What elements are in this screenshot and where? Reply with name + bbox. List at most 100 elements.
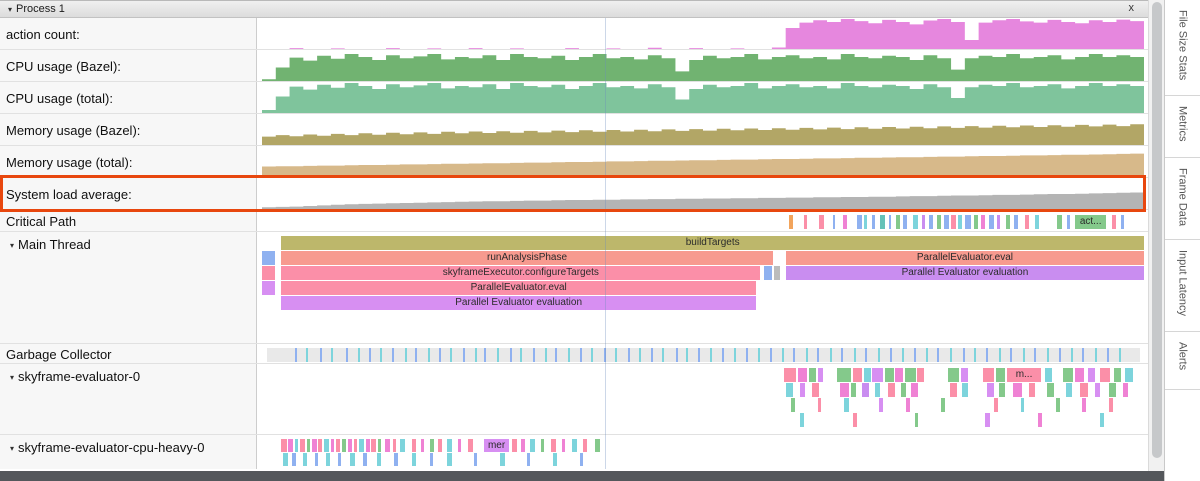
tab-alerts[interactable]: Alerts (1165, 332, 1200, 390)
slice[interactable] (1108, 383, 1116, 397)
slice[interactable] (784, 368, 797, 382)
labeled-slice[interactable]: Parallel Evaluator evaluation (281, 296, 756, 310)
slice[interactable] (429, 453, 434, 466)
counter-chart[interactable] (257, 82, 1148, 113)
gc-event-tick[interactable] (962, 348, 965, 362)
slice[interactable] (985, 413, 990, 427)
slice[interactable] (871, 215, 876, 229)
slice[interactable] (325, 453, 330, 466)
slice[interactable] (551, 439, 556, 452)
gc-event-tick[interactable] (496, 348, 499, 362)
gc-event-tick[interactable] (998, 348, 1001, 362)
slice[interactable] (1099, 368, 1111, 382)
slice[interactable] (1057, 215, 1063, 229)
slice[interactable] (376, 453, 382, 466)
flame-chart[interactable]: buildTargets runAnalysisPhase ParallelEval… (257, 232, 1148, 343)
slice[interactable] (385, 439, 390, 452)
gc-event-tick[interactable] (710, 348, 713, 362)
slice[interactable] (399, 439, 405, 452)
gc-event-tick[interactable] (686, 348, 689, 362)
gc-event-tick[interactable] (949, 348, 952, 362)
slice[interactable] (1035, 215, 1039, 229)
slice[interactable] (512, 439, 517, 452)
gc-event-tick[interactable] (404, 348, 407, 362)
gc-event-tick[interactable] (1094, 348, 1097, 362)
gc-event-tick[interactable] (913, 348, 916, 362)
slice[interactable] (420, 439, 425, 452)
collapse-icon[interactable]: ▾ (10, 241, 15, 250)
slice[interactable] (900, 383, 906, 397)
slice[interactable] (941, 398, 945, 412)
slice[interactable] (994, 398, 999, 412)
slice[interactable] (785, 383, 793, 397)
gc-event-tick[interactable] (890, 348, 893, 362)
slice[interactable] (852, 413, 858, 427)
gc-event-tick[interactable] (330, 348, 333, 362)
labeled-slice[interactable]: Parallel Evaluator evaluation (785, 266, 1144, 280)
slice[interactable] (561, 439, 566, 452)
slice[interactable] (837, 368, 852, 382)
gc-event-tick[interactable] (615, 348, 618, 362)
labeled-slice[interactable]: mer (484, 439, 509, 452)
slice[interactable] (1013, 383, 1023, 397)
slice[interactable] (500, 453, 505, 466)
slice[interactable] (1087, 368, 1095, 382)
slice[interactable] (1108, 398, 1114, 412)
gc-event-tick[interactable] (793, 348, 796, 362)
slice[interactable] (1066, 215, 1071, 229)
gc-event-tick[interactable] (627, 348, 630, 362)
slice[interactable] (864, 215, 867, 229)
slice[interactable] (366, 439, 370, 452)
slice[interactable] (818, 215, 824, 229)
slice[interactable] (353, 439, 358, 452)
slice[interactable] (843, 215, 847, 229)
gc-event-tick[interactable] (568, 348, 571, 362)
slice[interactable] (359, 439, 365, 452)
slice[interactable] (262, 266, 276, 280)
slice[interactable] (981, 215, 985, 229)
slice[interactable] (572, 439, 577, 452)
slice[interactable] (872, 368, 883, 382)
slice[interactable] (774, 266, 780, 280)
slice[interactable] (281, 439, 287, 452)
gc-event-tick[interactable] (427, 348, 430, 362)
gc-event-tick[interactable] (937, 348, 940, 362)
slice[interactable] (895, 368, 904, 382)
slice[interactable] (540, 439, 545, 452)
labeled-slice[interactable]: skyframeExecutor.configureTargets (281, 266, 761, 280)
slice[interactable] (995, 368, 1005, 382)
slice[interactable] (1082, 398, 1086, 412)
gc-event-tick[interactable] (816, 348, 819, 362)
slice[interactable] (526, 453, 531, 466)
tab-frame-data[interactable]: Frame Data (1165, 158, 1200, 240)
slice[interactable] (521, 439, 525, 452)
slice[interactable] (318, 439, 322, 452)
gc-event-tick[interactable] (357, 348, 360, 362)
slice[interactable] (857, 215, 862, 229)
slice[interactable] (429, 439, 434, 452)
slice[interactable] (879, 215, 886, 229)
process-header[interactable]: ▾ Process 1 x (0, 1, 1148, 18)
gc-event-tick[interactable] (1046, 348, 1049, 362)
gc-event-tick[interactable] (474, 348, 477, 362)
slice[interactable] (921, 215, 926, 229)
slice[interactable] (1045, 368, 1053, 382)
gc-event-tick[interactable] (721, 348, 724, 362)
slice[interactable] (447, 439, 452, 452)
gc-event-tick[interactable] (865, 348, 867, 362)
slice[interactable] (323, 439, 330, 452)
slice[interactable] (1046, 383, 1055, 397)
gc-event-tick[interactable] (462, 348, 465, 362)
slice[interactable] (1099, 413, 1105, 427)
gc-event-tick[interactable] (555, 348, 558, 362)
slice[interactable] (1029, 383, 1035, 397)
slice[interactable] (350, 453, 355, 466)
slice[interactable] (1094, 383, 1100, 397)
gc-event-tick[interactable] (926, 348, 929, 362)
slice[interactable] (874, 383, 881, 397)
gc-event-tick[interactable] (379, 348, 382, 362)
critical-path-chart[interactable]: act... (257, 210, 1148, 231)
slice[interactable] (411, 439, 417, 452)
tab-input-latency[interactable]: Input Latency (1165, 240, 1200, 332)
slice[interactable] (839, 383, 849, 397)
